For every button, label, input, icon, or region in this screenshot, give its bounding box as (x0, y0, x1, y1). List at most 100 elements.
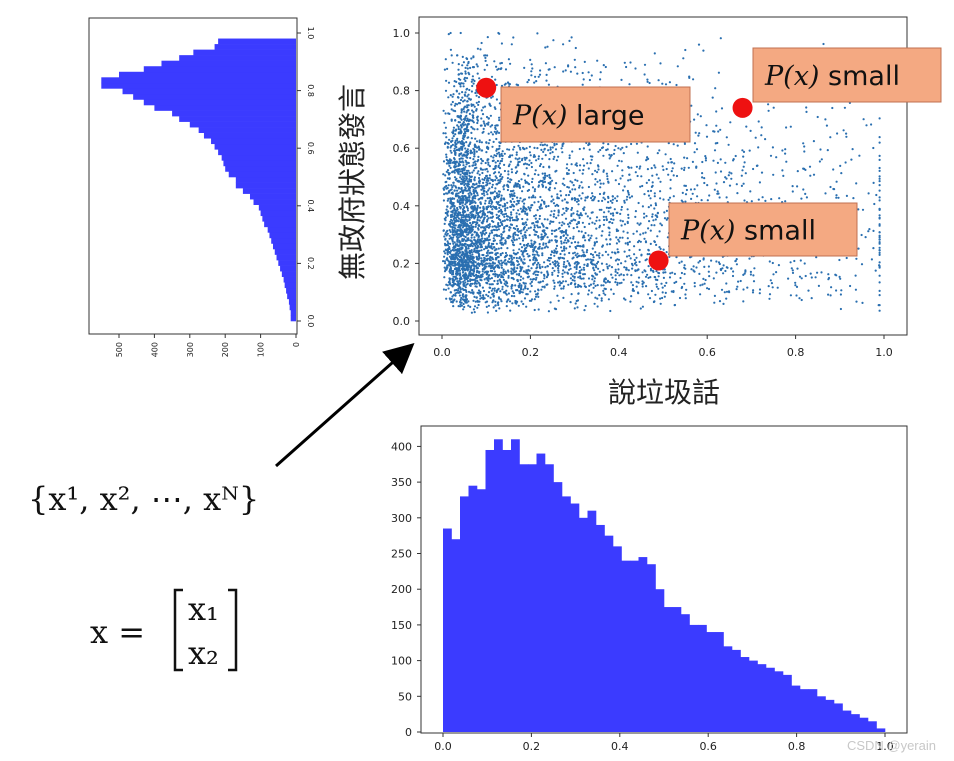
scatter-point (626, 243, 630, 246)
scatter-point (486, 54, 489, 57)
scatter-point (483, 68, 486, 71)
scatter-point (608, 234, 611, 237)
scatter-point (496, 194, 499, 197)
scatter-point (683, 272, 686, 276)
scatter-point (706, 184, 709, 187)
scatter-point (541, 172, 544, 175)
scatter-point (473, 249, 476, 252)
scatter-point (480, 41, 483, 45)
scatter-point (878, 261, 881, 264)
scatter-point (465, 189, 468, 192)
scatter-point (469, 98, 472, 101)
scatter-point (574, 197, 577, 201)
scatter-point (562, 207, 565, 210)
scatter-point (529, 245, 532, 248)
scatter-point (462, 216, 465, 219)
scatter-point (878, 189, 881, 192)
scatter-point (588, 142, 591, 145)
scatter-point (632, 232, 635, 235)
scatter-point (451, 95, 454, 98)
scatter-point (459, 201, 462, 204)
scatter-point (463, 228, 466, 232)
scatter-point (546, 265, 549, 268)
scatter-point (737, 280, 740, 283)
scatter-point (443, 242, 447, 245)
scatter-point (553, 209, 556, 212)
scatter-point (444, 211, 447, 215)
scatter-point (469, 211, 472, 214)
left-hist-bar (253, 199, 296, 205)
scatter-point (476, 207, 479, 210)
scatter-point (486, 251, 489, 254)
scatter-point (606, 177, 609, 181)
scatter-point (462, 280, 465, 283)
scatter-point (458, 263, 461, 266)
scatter-point (450, 144, 453, 148)
left-hist-bar (179, 55, 296, 61)
scatter-point (454, 139, 457, 142)
scatter-point (446, 249, 449, 252)
scatter-point (465, 231, 468, 234)
scatter-point (567, 169, 571, 172)
scatter-point (637, 281, 640, 284)
scatter-point (542, 150, 545, 153)
scatter-point (464, 72, 467, 75)
scatter-point (517, 230, 520, 233)
scatter-point (476, 116, 479, 119)
scatter-point (791, 185, 794, 188)
scatter-point (482, 192, 485, 195)
scatter-point (557, 262, 560, 265)
scatter-point (535, 293, 538, 296)
left-xtick-label: 200 (221, 342, 230, 357)
scatter-point (556, 193, 559, 196)
scatter-point (612, 218, 615, 221)
scatter-point (459, 288, 462, 291)
scatter-point (451, 271, 455, 274)
scatter-point (878, 274, 881, 277)
scatter-point (685, 288, 688, 291)
scatter-point (524, 221, 528, 224)
scatter-point (553, 249, 556, 252)
scatter-point (483, 239, 486, 242)
scatter-point (525, 147, 528, 150)
scatter-point (873, 202, 876, 206)
scatter-point (637, 276, 641, 279)
scatter-point (480, 188, 483, 191)
scatter-point (598, 192, 602, 196)
scatter-point (548, 186, 552, 189)
scatter-point (581, 236, 585, 239)
scatter-point (464, 253, 467, 256)
scatter-point (454, 102, 457, 105)
scatter-point (719, 268, 722, 271)
scatter-point (461, 252, 464, 255)
scatter-point (538, 181, 541, 184)
scatter-point (456, 239, 459, 242)
scatter-point (459, 220, 462, 223)
scatter-point (510, 260, 513, 263)
scatter-point (533, 246, 536, 249)
scatter-point (569, 277, 573, 280)
scatter-point (675, 280, 678, 283)
scatter-point (620, 78, 623, 81)
scatter-point (781, 149, 784, 152)
scatter-point (480, 296, 483, 299)
scatter-point (481, 178, 484, 181)
scatter-point (741, 169, 744, 172)
scatter-point (667, 198, 670, 201)
scatter-point (559, 236, 562, 240)
scatter-point (602, 215, 605, 218)
scatter-point (878, 223, 881, 226)
scatter-point (468, 180, 471, 183)
scatter-point (684, 293, 687, 296)
scatter-point (489, 205, 492, 208)
scatter-point (641, 205, 645, 208)
scatter-point (743, 161, 746, 164)
scatter-point (703, 181, 706, 185)
scatter-point (567, 64, 570, 67)
scatter-point (826, 149, 829, 152)
scatter-point (521, 253, 524, 256)
scatter-point (451, 191, 454, 194)
scatter-point (657, 79, 660, 82)
scatter-point (464, 159, 467, 162)
scatter-point (878, 158, 881, 161)
